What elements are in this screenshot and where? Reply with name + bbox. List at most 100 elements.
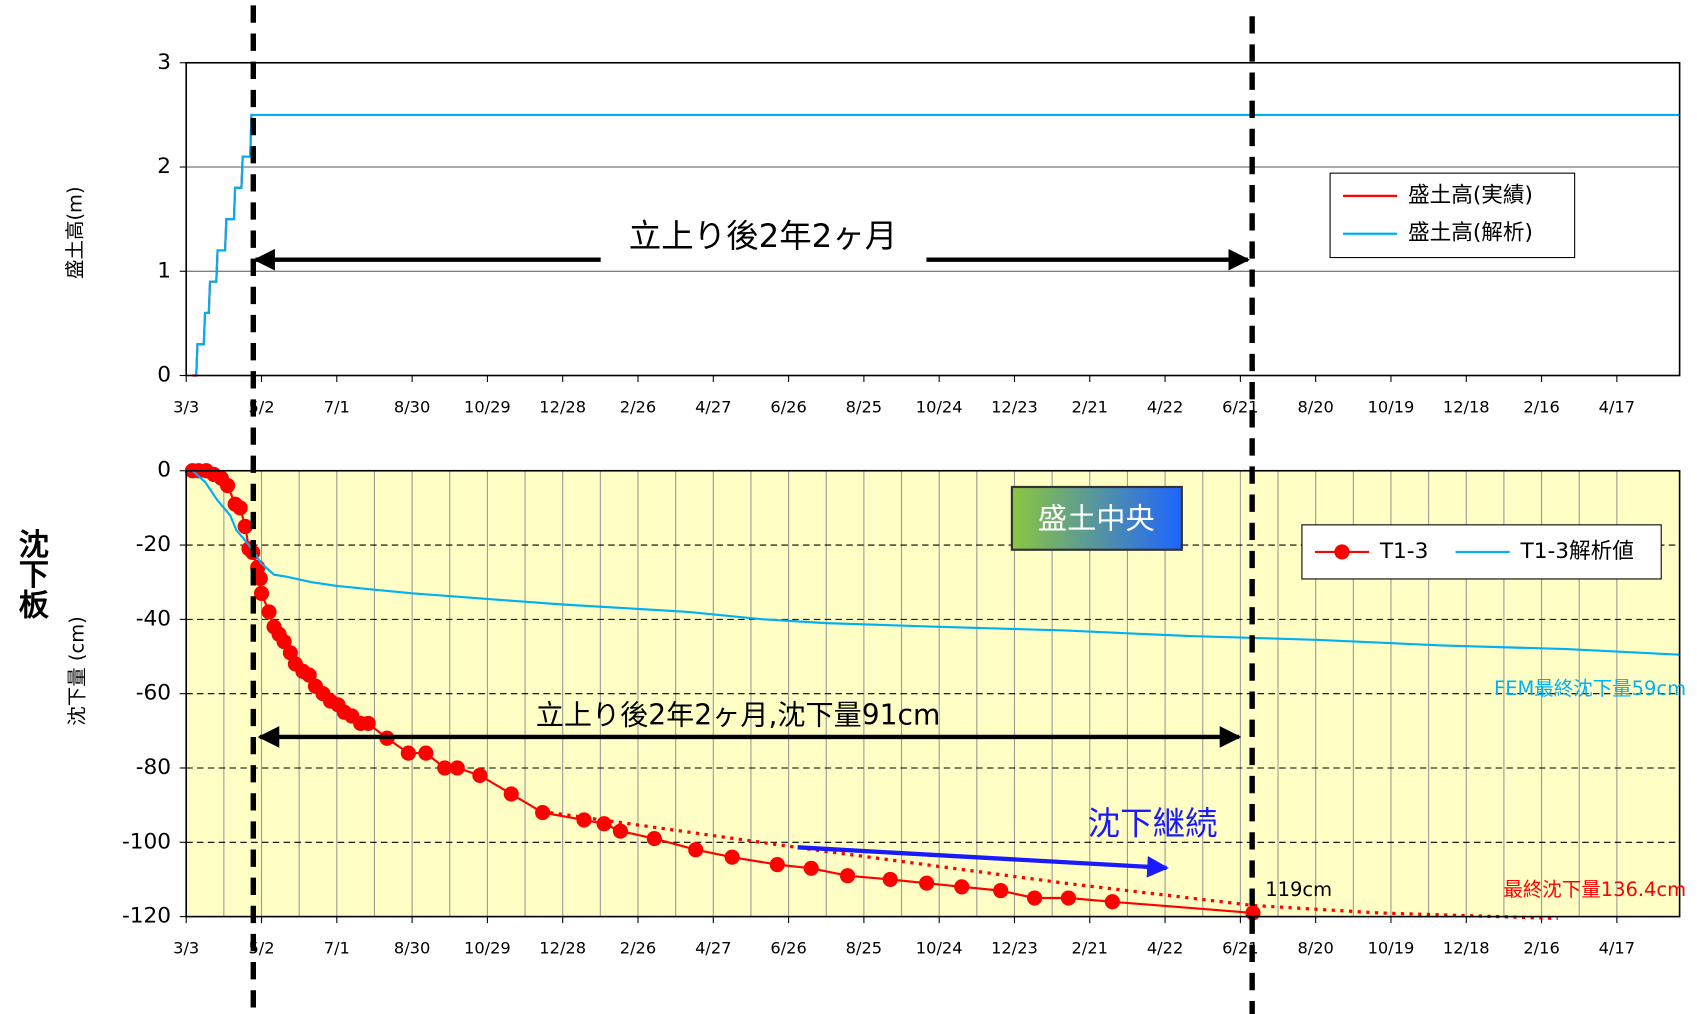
x-tick-label: 10/24 (916, 939, 963, 958)
x-tick-label: 8/30 (394, 397, 430, 416)
data-point (449, 760, 465, 776)
annotation: FEM最終沈下量59cm (1494, 677, 1686, 700)
x-tick-label: 3/3 (173, 939, 199, 958)
x-tick-label: 12/28 (539, 939, 586, 958)
y-tick-label: 3 (157, 50, 171, 75)
y-tick-label: 0 (157, 458, 171, 483)
data-point (261, 604, 277, 620)
x-tick-label: 12/28 (539, 397, 586, 416)
legend-label: 盛土高(解析) (1408, 221, 1533, 246)
x-tick-label: 4/22 (1147, 397, 1183, 416)
y-tick-label: 1 (157, 258, 171, 283)
x-tick-label: 8/30 (394, 939, 430, 958)
annotation: 119cm (1265, 878, 1332, 901)
y-tick-label: -20 (136, 532, 171, 557)
data-point (919, 875, 935, 891)
y-tick-label: -120 (122, 904, 171, 929)
x-tick-label: 3/3 (173, 397, 199, 416)
x-tick-label: 6/26 (770, 397, 806, 416)
x-tick-label: 2/21 (1072, 397, 1108, 416)
data-point (993, 883, 1009, 899)
data-point (535, 804, 551, 821)
data-point (1026, 890, 1043, 906)
series-line (195, 113, 1680, 376)
data-point (253, 585, 270, 601)
data-point (1060, 890, 1077, 906)
legend-label: 盛土高(実績) (1408, 183, 1533, 208)
x-tick-label: 4/27 (695, 939, 731, 958)
overlay: 立上り後2年2ヶ月 盛土中央 立上り後2年2ヶ月,沈下量91cm 沈下継続 11… (13, 5, 1686, 1014)
x-tick-label: 2/16 (1523, 397, 1559, 416)
data-point (688, 842, 704, 858)
annotation: 盛土中央 (1038, 502, 1155, 536)
data-point (418, 745, 434, 761)
data-point (724, 849, 740, 865)
x-tick-label: 6/26 (770, 939, 806, 958)
y-tick-label: 0 (157, 363, 171, 388)
x-tick-label: 10/29 (464, 939, 511, 958)
data-point (596, 816, 612, 832)
data-point (276, 634, 292, 650)
data-point (576, 812, 592, 828)
arrow (797, 845, 1169, 878)
data-point (503, 786, 519, 802)
y-tick-label: -40 (136, 606, 171, 631)
x-tick-label: 4/22 (1147, 939, 1183, 958)
plot-frame (185, 469, 1681, 918)
y-axis-label: 盛土高(m) (63, 186, 86, 279)
annotation: 立上り後2年2ヶ月,沈下量91cm (536, 698, 941, 731)
data-point (301, 667, 317, 683)
data-point (220, 478, 236, 494)
plot-frame (185, 61, 1681, 377)
data-point (437, 760, 453, 776)
data-point (1104, 894, 1120, 910)
x-tick-label: 10/24 (916, 397, 963, 416)
x-tick-label: 8/25 (846, 939, 882, 958)
y-tick-label: -100 (122, 829, 171, 854)
data-point (360, 715, 376, 731)
data-point (232, 500, 248, 516)
x-tick-label: 12/18 (1443, 397, 1490, 416)
legend-label: T1-3 (1379, 539, 1429, 564)
annotation: 沈下継続 (1088, 805, 1218, 843)
y-tick-label: 2 (157, 154, 171, 179)
data-point (252, 570, 268, 587)
x-tick-label: 8/20 (1297, 397, 1333, 416)
data-point (803, 860, 819, 876)
x-tick-label: 10/19 (1368, 939, 1415, 958)
x-tick-label: 2/16 (1523, 939, 1559, 958)
x-tick-label: 2/21 (1072, 939, 1108, 958)
x-tick-label: 8/25 (846, 397, 882, 416)
legend (1329, 172, 1576, 259)
data-point (882, 871, 898, 888)
legend-label: T1-3解析値 (1520, 539, 1634, 564)
x-tick-label: 10/19 (1368, 397, 1415, 416)
y-axis-label: 沈下量 (cm) (65, 616, 88, 725)
data-point (237, 518, 253, 535)
x-tick-label: 4/17 (1599, 397, 1635, 416)
data-point (612, 823, 628, 839)
data-point (769, 857, 785, 873)
y-tick-label: -80 (136, 755, 171, 780)
annotation: 最終沈下量136.4cm (1503, 878, 1686, 901)
annotation: 立上り後2年2ヶ月 (629, 217, 897, 255)
x-tick-label: 12/23 (991, 939, 1038, 958)
x-tick-label: 10/29 (464, 397, 511, 416)
series-line (191, 469, 1680, 656)
side-label: 沈下板 (13, 528, 49, 621)
x-tick-label: 8/20 (1297, 939, 1333, 958)
x-tick-label: 7/1 (324, 939, 350, 958)
x-tick-label: 2/26 (620, 939, 656, 958)
label-box (1010, 485, 1183, 551)
data-point (400, 745, 416, 761)
data-point (954, 879, 970, 895)
x-tick-label: 4/17 (1599, 939, 1635, 958)
x-tick-label: 4/27 (695, 397, 731, 416)
y-tick-label: -60 (136, 681, 171, 706)
x-tick-label: 12/18 (1443, 939, 1490, 958)
data-point (472, 767, 488, 783)
legend-marker (1334, 544, 1350, 560)
